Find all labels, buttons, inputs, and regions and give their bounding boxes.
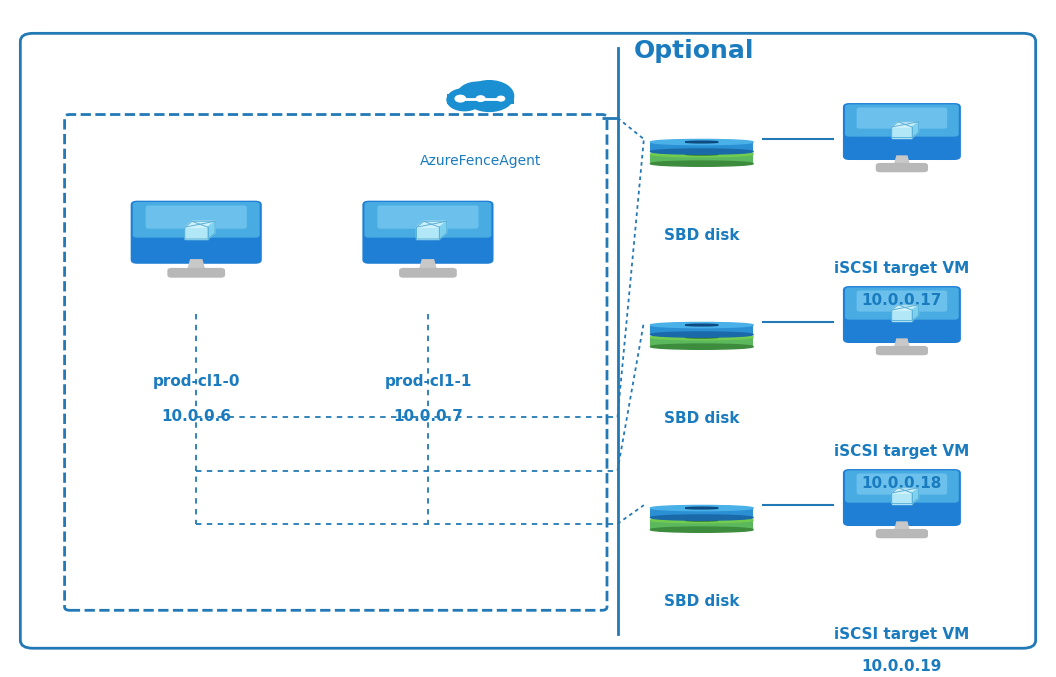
Polygon shape: [416, 221, 447, 227]
Text: iSCSI target VM: iSCSI target VM: [834, 444, 969, 459]
Text: Optional: Optional: [634, 39, 754, 64]
Text: SBD disk: SBD disk: [664, 411, 739, 426]
Ellipse shape: [685, 336, 718, 338]
Polygon shape: [208, 221, 215, 239]
Polygon shape: [185, 227, 208, 239]
Circle shape: [497, 96, 505, 101]
Polygon shape: [912, 305, 919, 321]
Ellipse shape: [650, 161, 753, 167]
Polygon shape: [912, 122, 919, 137]
Polygon shape: [188, 260, 205, 271]
Polygon shape: [891, 310, 912, 321]
Text: 10.0.0.7: 10.0.0.7: [393, 409, 463, 424]
Polygon shape: [894, 156, 909, 166]
Ellipse shape: [650, 515, 753, 520]
FancyBboxPatch shape: [650, 142, 753, 152]
FancyBboxPatch shape: [131, 200, 262, 264]
Ellipse shape: [650, 334, 753, 340]
Ellipse shape: [650, 149, 753, 154]
FancyBboxPatch shape: [362, 200, 493, 264]
Polygon shape: [891, 127, 912, 137]
Circle shape: [465, 81, 513, 112]
Text: 10.0.0.17: 10.0.0.17: [862, 293, 942, 308]
FancyBboxPatch shape: [364, 202, 491, 238]
Circle shape: [457, 82, 498, 108]
Polygon shape: [891, 488, 919, 493]
FancyBboxPatch shape: [399, 268, 457, 278]
Text: AzureFenceAgent: AzureFenceAgent: [420, 154, 542, 169]
Ellipse shape: [685, 519, 718, 521]
Polygon shape: [894, 339, 909, 349]
Circle shape: [455, 95, 466, 102]
Polygon shape: [439, 221, 447, 239]
FancyBboxPatch shape: [856, 473, 947, 495]
Ellipse shape: [650, 517, 753, 523]
Polygon shape: [185, 221, 215, 227]
Ellipse shape: [650, 527, 753, 532]
Ellipse shape: [685, 324, 718, 326]
Ellipse shape: [650, 344, 753, 349]
FancyBboxPatch shape: [845, 287, 959, 320]
FancyBboxPatch shape: [875, 163, 928, 172]
FancyBboxPatch shape: [447, 94, 514, 104]
FancyBboxPatch shape: [843, 469, 961, 526]
FancyBboxPatch shape: [146, 205, 247, 229]
FancyBboxPatch shape: [845, 104, 959, 137]
FancyBboxPatch shape: [168, 268, 225, 278]
Text: 10.0.0.6: 10.0.0.6: [162, 409, 231, 424]
FancyBboxPatch shape: [875, 529, 928, 538]
FancyBboxPatch shape: [856, 108, 947, 129]
Circle shape: [447, 89, 482, 111]
Circle shape: [476, 96, 485, 102]
FancyBboxPatch shape: [650, 325, 753, 334]
FancyBboxPatch shape: [875, 346, 928, 355]
FancyBboxPatch shape: [650, 154, 753, 164]
Text: iSCSI target VM: iSCSI target VM: [834, 261, 969, 276]
Ellipse shape: [650, 152, 753, 157]
FancyBboxPatch shape: [650, 337, 753, 347]
Polygon shape: [891, 493, 912, 504]
Text: prod-cl1-0: prod-cl1-0: [152, 374, 240, 389]
Text: prod-cl1-1: prod-cl1-1: [384, 374, 472, 389]
Ellipse shape: [685, 507, 718, 509]
Ellipse shape: [650, 139, 753, 145]
Ellipse shape: [685, 141, 718, 143]
Text: 10.0.0.19: 10.0.0.19: [862, 659, 942, 674]
Text: iSCSI target VM: iSCSI target VM: [834, 627, 969, 642]
FancyBboxPatch shape: [843, 103, 961, 160]
FancyBboxPatch shape: [845, 471, 959, 502]
FancyBboxPatch shape: [377, 205, 478, 229]
Polygon shape: [912, 488, 919, 504]
FancyBboxPatch shape: [133, 202, 260, 238]
FancyBboxPatch shape: [843, 286, 961, 343]
Polygon shape: [894, 522, 909, 531]
Ellipse shape: [650, 506, 753, 510]
FancyBboxPatch shape: [650, 520, 753, 529]
Polygon shape: [419, 260, 436, 271]
FancyBboxPatch shape: [856, 290, 947, 311]
FancyBboxPatch shape: [650, 508, 753, 518]
Text: SBD disk: SBD disk: [664, 594, 739, 609]
FancyBboxPatch shape: [20, 33, 1036, 649]
Text: 10.0.0.18: 10.0.0.18: [862, 476, 942, 491]
Ellipse shape: [685, 153, 718, 155]
Polygon shape: [891, 305, 919, 310]
Polygon shape: [416, 227, 439, 239]
Text: SBD disk: SBD disk: [664, 227, 739, 242]
Ellipse shape: [650, 322, 753, 328]
Ellipse shape: [650, 332, 753, 337]
Polygon shape: [891, 122, 919, 127]
